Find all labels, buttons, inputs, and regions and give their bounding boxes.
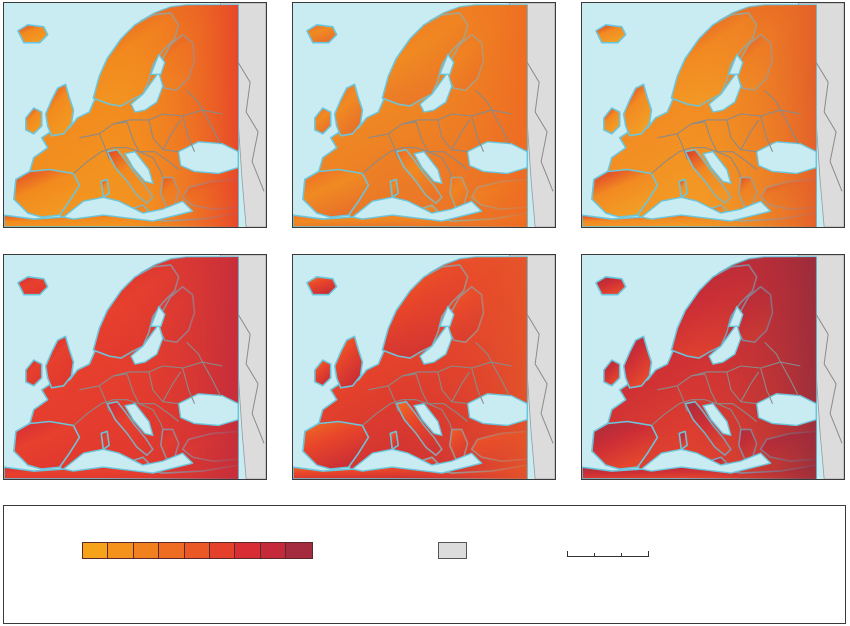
land-ireland (314, 107, 332, 135)
map-6 (582, 255, 844, 479)
land-iceland (595, 276, 627, 296)
map-4 (4, 255, 266, 479)
sea-blacksea (177, 393, 239, 427)
sea-baltic (708, 71, 742, 113)
sea-bothnia (439, 305, 455, 328)
sea-bothnia (728, 305, 744, 328)
map-2 (293, 3, 555, 227)
legend-swatch-1 (83, 543, 109, 558)
sea-baltic (130, 71, 164, 113)
legend-swatch-7 (235, 543, 261, 558)
sea-med (62, 448, 194, 474)
sea-adriatic (413, 150, 443, 185)
sea-blacksea (177, 141, 239, 175)
sea-adriatic (124, 150, 154, 185)
land-iceland (17, 276, 49, 296)
sea-bothnia (728, 53, 744, 76)
land-east-overlay (302, 256, 528, 479)
land-ireland (603, 359, 621, 387)
legend-swatch-3 (133, 543, 160, 558)
land-iceland (595, 24, 627, 44)
map-3 (582, 3, 844, 227)
country-borders (73, 89, 223, 178)
sea-blacksea (755, 393, 817, 427)
sea-adriatic (702, 150, 732, 185)
country-borders (362, 89, 512, 178)
color-scale-bar (82, 542, 313, 559)
eastern-border (526, 62, 554, 192)
land-iceland (17, 24, 49, 44)
no-data-swatch (438, 542, 467, 559)
sea-blacksea (466, 141, 528, 175)
sea-med (62, 196, 194, 222)
sea-baltic (130, 323, 164, 365)
land-iceland (306, 276, 338, 296)
legend (3, 505, 846, 624)
country-borders (651, 89, 801, 178)
sea-blacksea (755, 141, 817, 175)
sea-adriatic (702, 402, 732, 437)
land-ireland (25, 107, 43, 135)
sea-baltic (419, 323, 453, 365)
land-ireland (25, 359, 43, 387)
land-iceland (306, 24, 338, 44)
sea-bothnia (439, 53, 455, 76)
land-east-overlay (591, 256, 817, 479)
sea-adriatic (124, 402, 154, 437)
legend-swatch-9 (286, 543, 312, 558)
distance-scale-bar (567, 551, 649, 557)
land-ireland (603, 107, 621, 135)
sea-med (351, 196, 483, 222)
eastern-border (815, 62, 843, 192)
map-panel-1 (3, 2, 267, 228)
land-ireland (314, 359, 332, 387)
eastern-border (237, 62, 265, 192)
map-panel-5 (292, 254, 556, 480)
legend-swatch-2 (108, 543, 134, 558)
map-1 (4, 3, 266, 227)
eastern-border (237, 314, 265, 444)
legend-swatch-8 (260, 543, 287, 558)
sea-med (640, 448, 772, 474)
country-borders (73, 341, 223, 430)
sea-bothnia (150, 53, 166, 76)
country-borders (362, 341, 512, 430)
sea-adriatic (413, 402, 443, 437)
land-east-overlay (13, 256, 239, 479)
map-panel-2 (292, 2, 556, 228)
land-east-overlay (13, 4, 239, 227)
sea-baltic (708, 323, 742, 365)
map-panel-6 (581, 254, 845, 480)
sea-med (351, 448, 483, 474)
sea-baltic (419, 71, 453, 113)
land-east-overlay (302, 4, 528, 227)
legend-swatch-5 (184, 543, 210, 558)
map-panel-3 (581, 2, 845, 228)
sea-med (640, 196, 772, 222)
sea-blacksea (466, 393, 528, 427)
sea-bothnia (150, 305, 166, 328)
eastern-border (526, 314, 554, 444)
map-5 (293, 255, 555, 479)
map-panel-4 (3, 254, 267, 480)
legend-swatch-4 (159, 543, 185, 558)
legend-swatch-6 (209, 543, 236, 558)
country-borders (651, 341, 801, 430)
land-east-overlay (591, 4, 817, 227)
eastern-border (815, 314, 843, 444)
